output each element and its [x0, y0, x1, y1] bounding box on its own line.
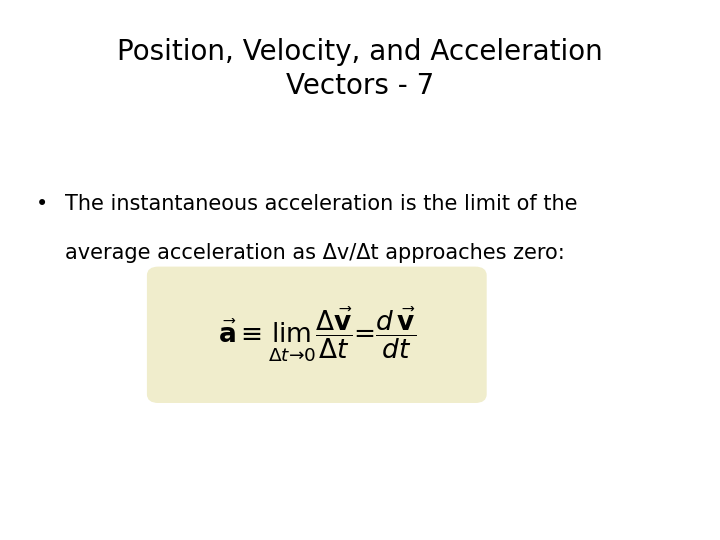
Text: average acceleration as Δv/Δt approaches zero:: average acceleration as Δv/Δt approaches…	[65, 243, 564, 263]
Text: The instantaneous acceleration is the limit of the: The instantaneous acceleration is the li…	[65, 194, 577, 214]
Text: •: •	[36, 194, 48, 214]
Text: $\vec{\mathbf{a}} \equiv \lim_{\Delta t \to 0} \dfrac{\Delta\vec{\mathbf{v}}}{\D: $\vec{\mathbf{a}} \equiv \lim_{\Delta t …	[217, 306, 416, 364]
FancyBboxPatch shape	[148, 267, 486, 402]
Text: Position, Velocity, and Acceleration
Vectors - 7: Position, Velocity, and Acceleration Vec…	[117, 38, 603, 100]
